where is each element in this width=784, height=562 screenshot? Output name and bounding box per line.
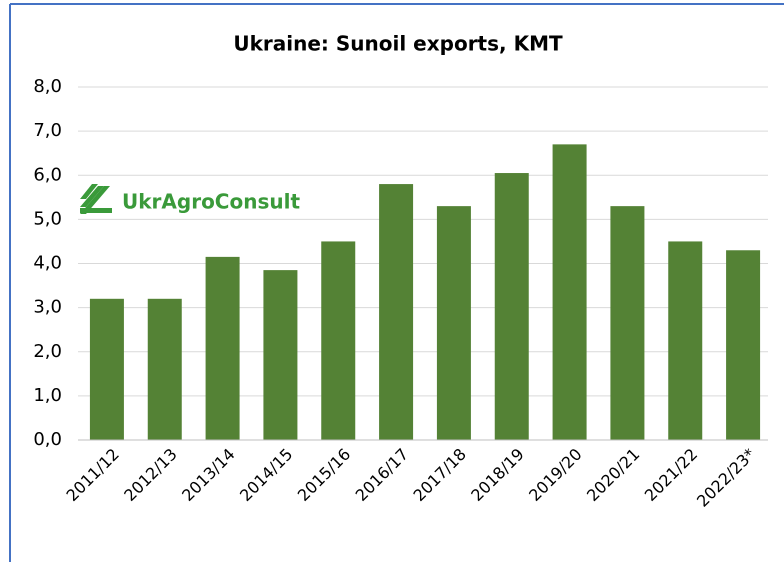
y-tick-label: 8,0 bbox=[33, 76, 62, 97]
y-tick-label: 3,0 bbox=[33, 297, 62, 318]
y-tick-label: 7,0 bbox=[33, 120, 62, 141]
bar bbox=[205, 256, 240, 440]
y-tick-label: 2,0 bbox=[33, 341, 62, 362]
bar bbox=[89, 298, 124, 440]
bar bbox=[668, 241, 703, 440]
chart-title: Ukraine: Sunoil exports, KMT bbox=[233, 32, 563, 56]
y-tick-label: 4,0 bbox=[33, 253, 62, 274]
y-tick-label: 5,0 bbox=[33, 208, 62, 229]
bar bbox=[610, 206, 645, 440]
bar bbox=[379, 184, 414, 440]
y-tick-label: 6,0 bbox=[33, 164, 62, 185]
bar bbox=[436, 206, 471, 440]
bar bbox=[494, 173, 529, 440]
bar bbox=[321, 241, 356, 440]
y-tick-label: 0,0 bbox=[33, 429, 62, 450]
bar bbox=[263, 270, 298, 440]
bar bbox=[726, 250, 761, 440]
bar bbox=[147, 298, 182, 440]
bar bbox=[552, 144, 587, 441]
watermark: UkrAgroConsult bbox=[122, 190, 300, 214]
y-tick-label: 1,0 bbox=[33, 385, 62, 406]
logo-icon bbox=[80, 184, 112, 214]
